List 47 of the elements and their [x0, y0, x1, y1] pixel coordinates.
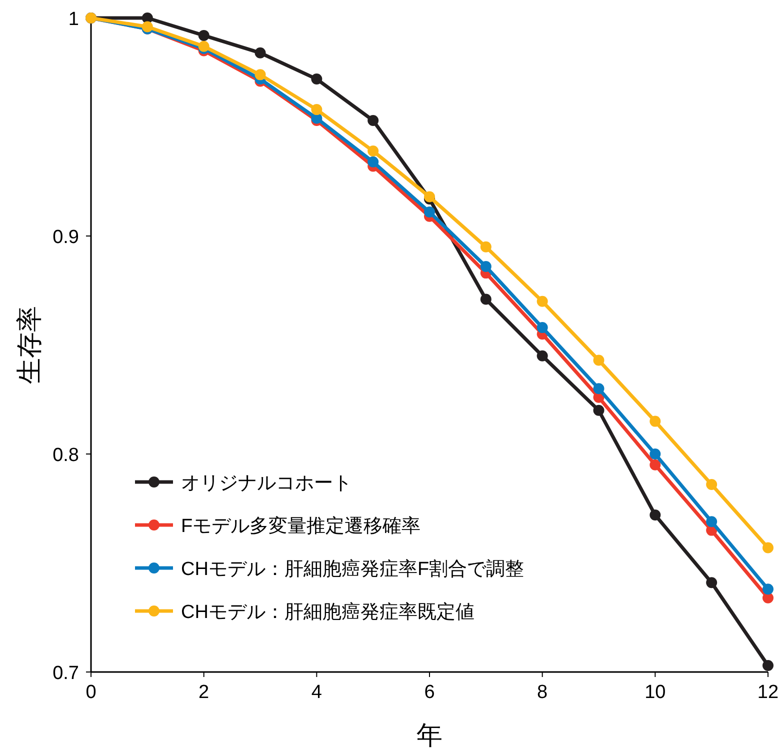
point	[593, 383, 604, 394]
point	[311, 104, 322, 116]
point	[368, 156, 379, 168]
point	[762, 592, 774, 604]
point	[650, 448, 661, 460]
point	[480, 294, 492, 305]
point	[368, 114, 379, 126]
y-tick-label: 0.8	[52, 445, 79, 466]
point	[480, 241, 492, 252]
point	[198, 40, 210, 52]
point	[198, 30, 210, 41]
x-tick-label: 6	[424, 682, 435, 703]
point	[593, 354, 604, 366]
y-tick-label: 1	[68, 9, 79, 30]
point	[593, 404, 604, 416]
x-tick-label: 10	[644, 682, 666, 703]
x-axis-title: 年	[416, 720, 442, 750]
legend-label: CHモデル：肝細胞癌発症率F割合で調整	[181, 558, 524, 580]
point	[650, 510, 661, 521]
point	[650, 416, 661, 427]
point	[706, 516, 718, 528]
x-tick-label: 0	[86, 682, 96, 703]
point	[762, 542, 774, 554]
point	[706, 479, 718, 490]
x-tick-label: 8	[537, 682, 548, 703]
point	[368, 145, 379, 156]
point	[536, 296, 548, 307]
point	[762, 660, 774, 671]
point	[480, 261, 492, 272]
point	[254, 69, 266, 80]
legend-label: Fモデル多変量推定遷移確率	[181, 515, 421, 537]
point	[536, 350, 548, 362]
x-tick-label: 12	[757, 682, 779, 703]
x-tick-label: 2	[198, 682, 210, 703]
point	[706, 577, 718, 588]
y-tick-label: 0.7	[52, 663, 79, 684]
point	[424, 206, 435, 218]
point	[762, 584, 774, 595]
point	[650, 459, 661, 470]
point	[254, 47, 266, 58]
legend-label: CHモデル：肝細胞癌発症率既定値	[181, 601, 474, 623]
legend-label: オリジナルコホート	[181, 473, 352, 494]
y-tick-label: 0.9	[52, 227, 79, 248]
point	[536, 322, 548, 334]
x-tick-label: 4	[311, 682, 322, 703]
y-axis-title: 生存率	[14, 306, 44, 384]
point	[311, 74, 322, 85]
